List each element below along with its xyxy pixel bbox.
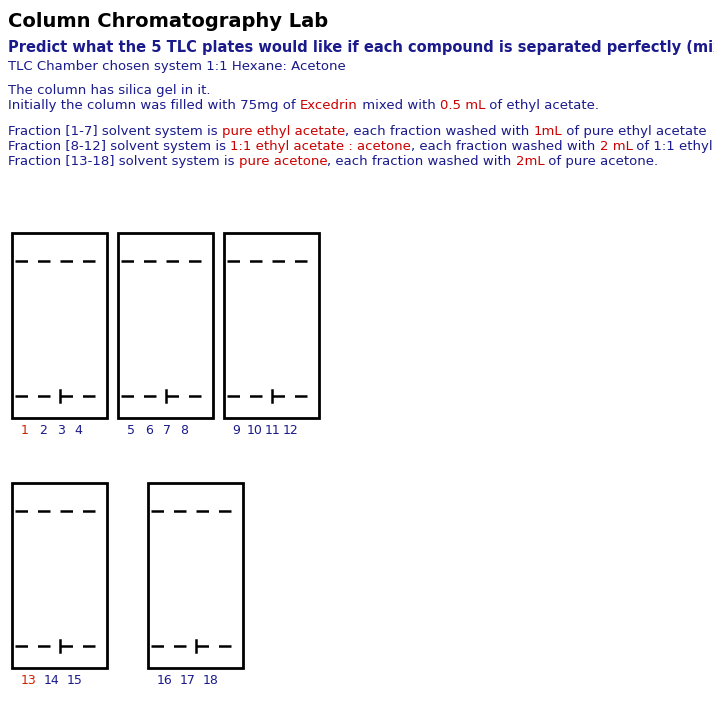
Text: 16: 16: [156, 674, 172, 687]
Text: 5: 5: [126, 424, 135, 437]
Text: The column has silica gel in it.: The column has silica gel in it.: [8, 84, 211, 97]
Text: 18: 18: [203, 674, 218, 687]
Text: 0.5 mL: 0.5 mL: [440, 99, 485, 112]
Text: 10: 10: [246, 424, 263, 437]
Text: Excedrin: Excedrin: [300, 99, 358, 112]
Text: , each fraction washed with: , each fraction washed with: [411, 140, 600, 153]
Text: Fraction [13-18] solvent system is: Fraction [13-18] solvent system is: [8, 155, 238, 168]
Text: 9: 9: [233, 424, 241, 437]
Text: Fraction [8-12] solvent system is: Fraction [8-12] solvent system is: [8, 140, 230, 153]
Bar: [12, 483, 107, 668]
Text: , each fraction washed with: , each fraction washed with: [345, 125, 533, 138]
Text: TLC Chamber chosen system 1:1 Hexane: Acetone: TLC Chamber chosen system 1:1 Hexane: Ac…: [8, 60, 346, 73]
Text: 1mL: 1mL: [533, 125, 562, 138]
Text: 3: 3: [56, 424, 64, 437]
Text: of ethyl acetate.: of ethyl acetate.: [485, 99, 599, 112]
Text: 11: 11: [265, 424, 281, 437]
Bar: [224, 233, 319, 418]
Text: 8: 8: [181, 424, 188, 437]
Text: Fraction [1-7] solvent system is: Fraction [1-7] solvent system is: [8, 125, 222, 138]
Text: 17: 17: [179, 674, 196, 687]
Bar: [12, 233, 107, 418]
Text: of pure acetone.: of pure acetone.: [545, 155, 658, 168]
Text: 12: 12: [283, 424, 298, 437]
Text: 7: 7: [163, 424, 171, 437]
Text: 1: 1: [21, 424, 29, 437]
Bar: [148, 483, 243, 668]
Text: Column Chromatography Lab: Column Chromatography Lab: [8, 12, 328, 31]
Text: mixed with: mixed with: [358, 99, 440, 112]
Text: 15: 15: [66, 674, 82, 687]
Text: of 1:1 ethyl acetate: acetone: of 1:1 ethyl acetate: acetone: [633, 140, 714, 153]
Text: 2 mL: 2 mL: [600, 140, 633, 153]
Text: 6: 6: [145, 424, 153, 437]
Text: pure acetone: pure acetone: [238, 155, 328, 168]
Text: Initially the column was filled with 75mg of: Initially the column was filled with 75m…: [8, 99, 300, 112]
Text: 13: 13: [21, 674, 36, 687]
Text: Predict what the 5 TLC plates would like if each compound is separated perfectly: Predict what the 5 TLC plates would like…: [8, 40, 714, 55]
Text: 2: 2: [39, 424, 46, 437]
Text: of pure ethyl acetate: of pure ethyl acetate: [562, 125, 707, 138]
Text: 4: 4: [74, 424, 82, 437]
Text: pure ethyl acetate: pure ethyl acetate: [222, 125, 345, 138]
Text: , each fraction washed with: , each fraction washed with: [328, 155, 516, 168]
Text: 2mL: 2mL: [516, 155, 545, 168]
Text: 1:1 ethyl acetate : acetone: 1:1 ethyl acetate : acetone: [230, 140, 411, 153]
Bar: [118, 233, 213, 418]
Text: 14: 14: [44, 674, 59, 687]
